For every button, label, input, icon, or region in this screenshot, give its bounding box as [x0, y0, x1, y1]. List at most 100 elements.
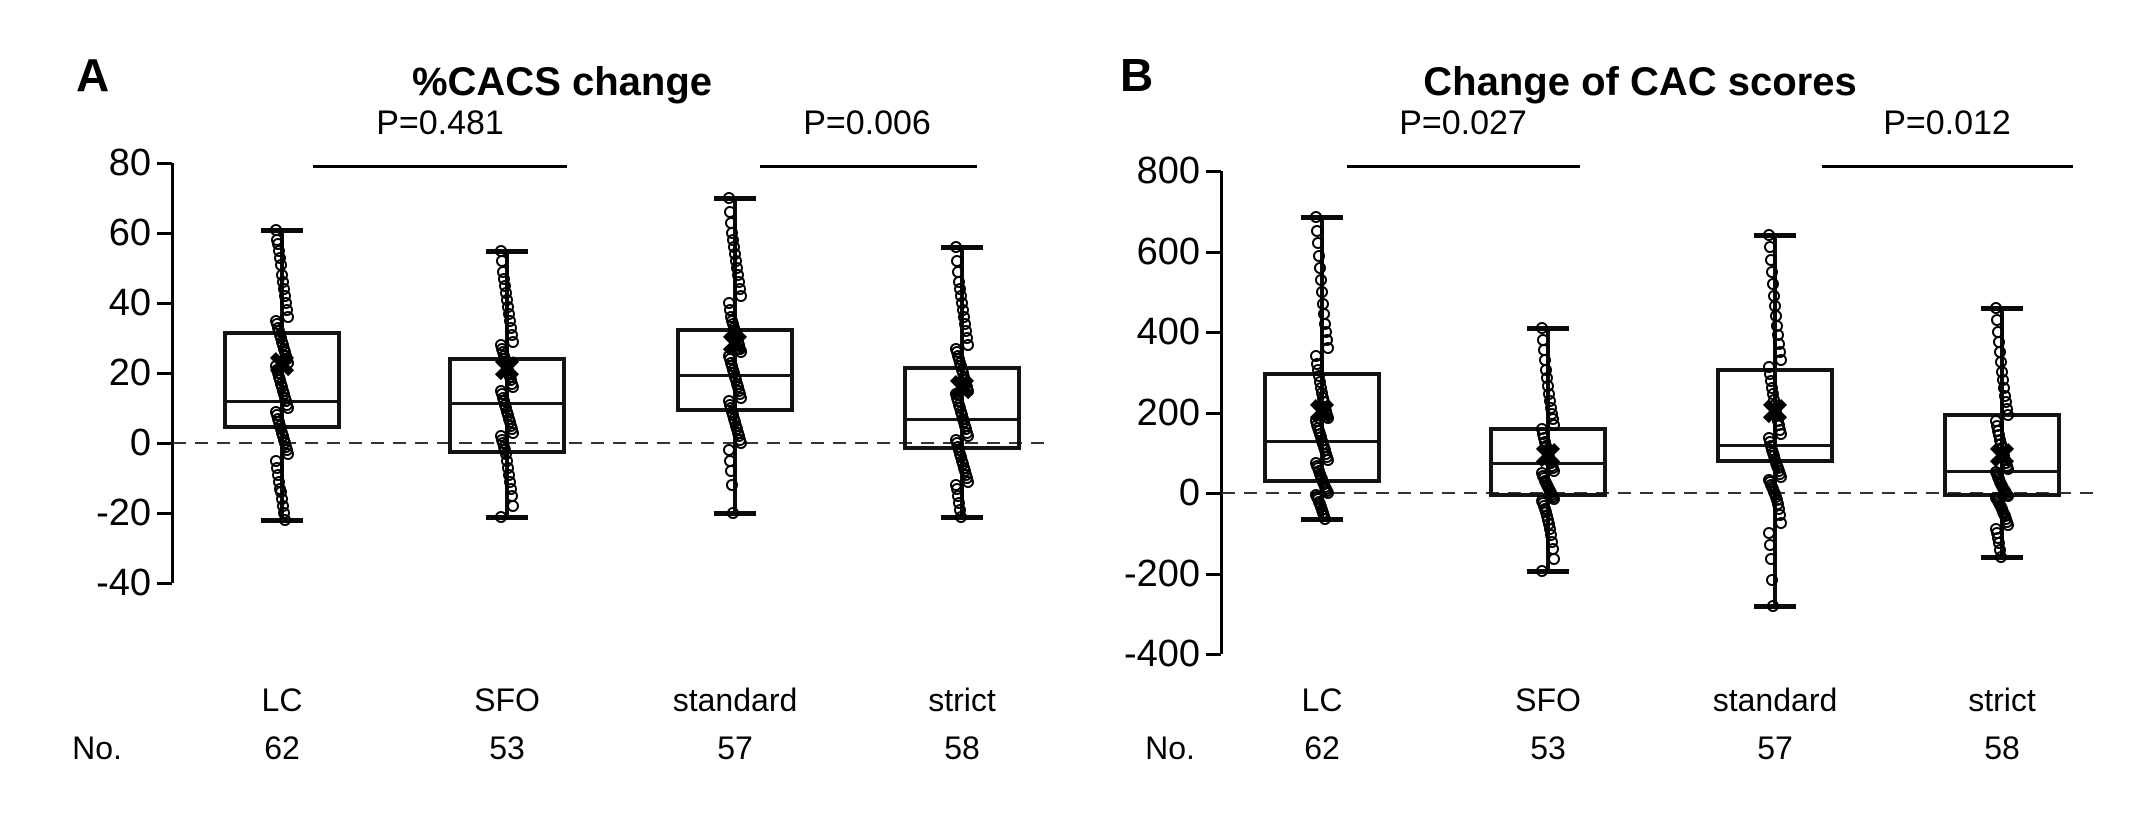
category-label: strict — [1968, 682, 2036, 718]
whisker-cap-top — [1981, 305, 2023, 311]
data-point — [1775, 354, 1787, 367]
p-value-label: P=0.481 — [376, 104, 504, 142]
whisker-cap-bottom — [1527, 569, 1569, 575]
y-axis-tick — [157, 582, 172, 585]
whisker-cap-top — [1754, 233, 1796, 239]
panel-b-label: B — [1120, 49, 1154, 101]
whisker-cap-top — [1301, 215, 1343, 221]
panel-a-title: %CACS change — [411, 60, 713, 104]
data-point — [1548, 553, 1560, 566]
p-value-line — [1822, 165, 2073, 168]
mean-marker: ✖ — [492, 349, 522, 388]
data-point — [1315, 273, 1327, 286]
p-value-label: P=0.012 — [1883, 104, 2011, 142]
no-row-label: No. — [1145, 730, 1195, 766]
data-point — [1548, 418, 1560, 431]
data-point — [1775, 428, 1787, 441]
panel-b-title: Change of CAC scores — [1423, 60, 1857, 104]
data-point — [1775, 517, 1787, 530]
data-point — [1763, 229, 1775, 242]
y-tick-label: 40 — [108, 282, 151, 324]
data-point — [1548, 464, 1560, 477]
zero-reference-line — [1222, 492, 2097, 494]
data-point — [1991, 313, 2003, 326]
mean-marker: ✖ — [1987, 437, 2017, 476]
data-point — [962, 384, 974, 397]
data-point — [495, 510, 507, 523]
y-tick-label: 400 — [1136, 311, 1200, 353]
whisker-cap-top — [1527, 325, 1569, 331]
mean-marker: ✖ — [1760, 392, 1790, 431]
y-tick-label: -20 — [96, 492, 151, 534]
data-point — [1312, 237, 1324, 250]
y-axis-tick — [157, 512, 172, 515]
n-count-label: 58 — [1984, 730, 2020, 766]
data-point — [282, 447, 294, 460]
n-count-label: 53 — [1530, 730, 1566, 766]
data-point — [1322, 453, 1334, 466]
data-point — [1765, 553, 1777, 566]
n-count-label: 62 — [264, 730, 300, 766]
data-point — [279, 514, 291, 526]
data-point — [1322, 487, 1334, 499]
n-count-label: 53 — [489, 730, 525, 766]
zero-reference-line — [173, 442, 1048, 444]
data-point — [282, 311, 294, 323]
y-axis-tick — [157, 442, 172, 445]
whisker-cap-bottom — [486, 514, 528, 520]
data-point — [1765, 253, 1777, 266]
panel-a-label: A — [76, 49, 110, 101]
data-point — [1766, 573, 1778, 586]
n-count-label: 57 — [1757, 730, 1793, 766]
y-tick-label: 800 — [1136, 150, 1200, 192]
data-point — [962, 430, 974, 442]
y-axis-tick — [157, 162, 172, 165]
data-point — [507, 500, 519, 512]
y-axis-tick — [1206, 170, 1221, 173]
data-point — [1764, 539, 1776, 552]
data-point — [2002, 408, 2014, 421]
data-point — [1313, 249, 1325, 262]
category-label: SFO — [1515, 682, 1581, 718]
mean-marker: ✖ — [720, 325, 750, 364]
mean-marker: ✖ — [1533, 437, 1563, 476]
data-point — [735, 346, 747, 358]
category-label: LC — [1301, 682, 1343, 718]
data-point — [1311, 225, 1323, 238]
data-point — [1775, 470, 1787, 483]
whisker-cap-top — [261, 227, 303, 233]
y-tick-label: -400 — [1123, 633, 1200, 675]
data-point — [1319, 513, 1331, 526]
data-point — [726, 479, 738, 491]
data-point — [727, 507, 739, 519]
y-tick-label: -200 — [1123, 552, 1200, 595]
y-axis-tick — [1206, 653, 1221, 656]
data-point — [1764, 241, 1776, 254]
y-axis-tick — [157, 372, 172, 375]
data-point — [282, 402, 294, 414]
y-axis-line — [1220, 171, 1223, 654]
whisker-cap-top — [486, 248, 528, 254]
y-axis-tick — [1206, 492, 1221, 495]
y-tick-label: 600 — [1136, 230, 1200, 273]
y-axis-tick — [157, 302, 172, 305]
whisker-cap-top — [941, 245, 983, 250]
data-point — [950, 241, 962, 253]
data-point — [1990, 301, 2002, 314]
data-point — [1316, 285, 1328, 298]
p-value-line — [1347, 165, 1580, 168]
data-point — [1995, 551, 2007, 564]
n-count-label: 62 — [1304, 730, 1340, 766]
p-value-line — [760, 165, 977, 168]
category-label: standard — [1712, 682, 1838, 718]
n-count-label: 58 — [944, 730, 980, 766]
data-point — [282, 356, 294, 369]
y-axis-tick — [1206, 411, 1221, 415]
data-point — [735, 391, 747, 404]
data-point — [725, 465, 737, 477]
data-point — [507, 426, 519, 439]
y-tick-label: 80 — [108, 142, 151, 184]
data-point — [2002, 519, 2014, 532]
data-point — [1322, 342, 1334, 355]
